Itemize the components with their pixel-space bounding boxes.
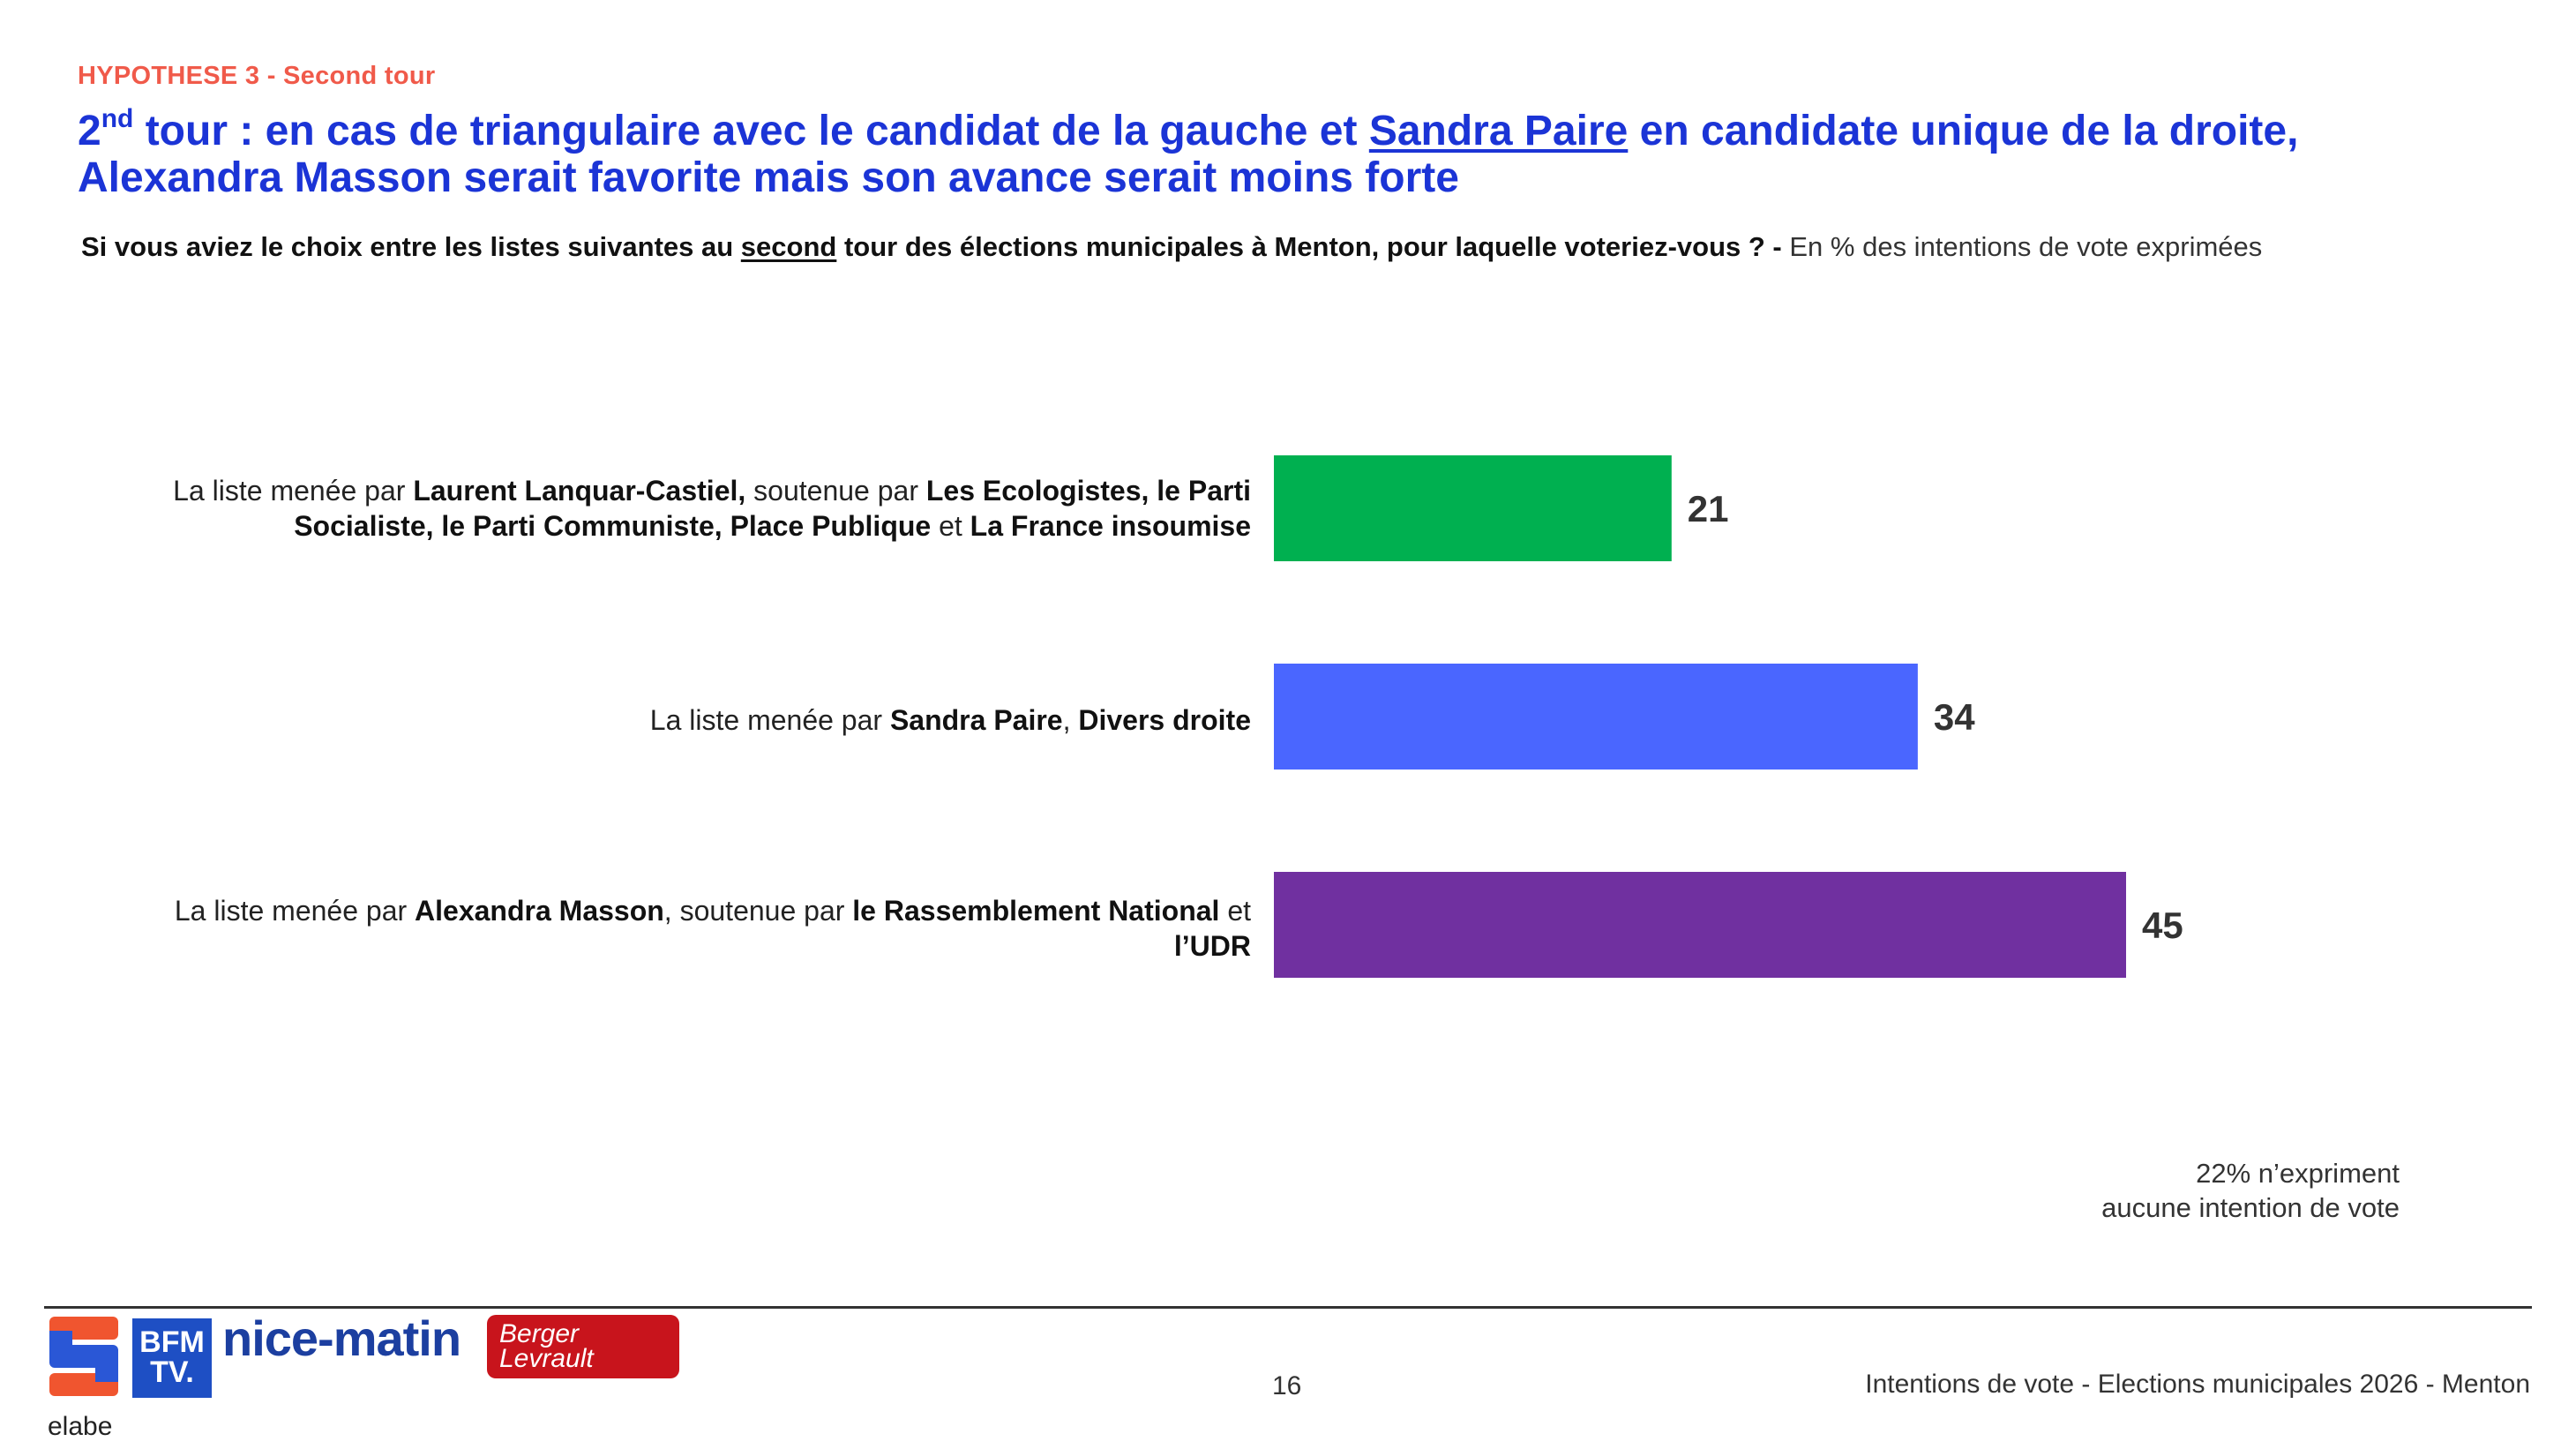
- subtitle-part2: tour des élections municipales à Menton,…: [836, 231, 1790, 262]
- bar-value-label-1: 21: [1688, 488, 1729, 529]
- cat2-b: Sandra Paire: [889, 704, 1063, 736]
- category-label-1: La liste menée par Laurent Lanquar-Casti…: [104, 473, 1251, 544]
- cat3-b: Alexandra Masson: [415, 895, 664, 927]
- berger-levrault-logo: Berger Levrault: [487, 1315, 679, 1378]
- cat1-e: et: [931, 510, 970, 542]
- footer-divider: [44, 1306, 2532, 1309]
- subtitle-underlined: second: [740, 231, 837, 262]
- abstention-note: 22% n’expriment aucune intention de vote: [2101, 1156, 2400, 1225]
- abstain-line2: aucune intention de vote: [2101, 1192, 2400, 1223]
- title-part1: 2: [78, 108, 101, 154]
- cat1-d: Les Ecologistes, le Parti Socialiste, le…: [294, 475, 1251, 542]
- question-subtitle: Si vous aviez le choix entre les listes …: [81, 231, 2262, 263]
- title-part3: en candidate unique de la droite, Alexan…: [78, 108, 2299, 201]
- berger-line2: Levrault: [499, 1344, 594, 1373]
- bar-3: [1274, 872, 2126, 978]
- bfmtv-logo: BFM TV.: [132, 1318, 212, 1398]
- footer-source: Intentions de vote - Elections municipal…: [1865, 1370, 2530, 1399]
- cat3-f: l’UDR: [1173, 930, 1251, 962]
- cat3-e: et: [1219, 895, 1251, 927]
- title-part2: tour : en cas de triangulaire avec le ca…: [133, 108, 1369, 154]
- bfm-line2: TV.: [150, 1355, 194, 1389]
- bfm-line1: BFM: [139, 1325, 205, 1359]
- cat3-d: le Rassemblement National: [852, 895, 1220, 927]
- kicker-label: HYPOTHESE 3 - Second tour: [78, 62, 436, 90]
- title-underlined: Sandra Paire: [1368, 108, 1629, 154]
- page-number: 16: [1272, 1371, 1302, 1400]
- elabe-logo-icon: [49, 1317, 118, 1396]
- cat2-c: ,: [1062, 704, 1079, 736]
- bar-value-label-3: 45: [2142, 905, 2183, 946]
- abstain-line1: 22% n’expriment: [2196, 1158, 2400, 1189]
- cat1-a: La liste menée par: [173, 475, 414, 507]
- cat2-a: La liste menée par: [649, 704, 890, 736]
- category-label-3: La liste menée par Alexandra Masson, sou…: [104, 893, 1251, 964]
- elabe-logo-text: elabe: [48, 1412, 113, 1441]
- bar-1: [1274, 455, 1672, 561]
- cat3-c: , soutenue par: [663, 895, 853, 927]
- subtitle-part1: Si vous aviez le choix entre les listes …: [81, 231, 741, 262]
- cat1-b: Laurent Lanquar-Castiel,: [413, 475, 746, 507]
- berger-line1: Berger: [499, 1319, 580, 1348]
- cat2-d: Divers droite: [1078, 704, 1251, 736]
- title-sup: nd: [101, 104, 134, 133]
- nice-matin-logo: nice-matin: [222, 1310, 461, 1366]
- subtitle-note: En % des intentions de vote exprimées: [1789, 231, 2263, 262]
- category-label-2: La liste menée par Sandra Paire, Divers …: [104, 702, 1251, 738]
- page-title: 2nd tour : en cas de triangulaire avec l…: [78, 106, 2512, 202]
- bar-2: [1274, 664, 1918, 770]
- cat1-c: soutenue par: [745, 475, 926, 507]
- cat1-f: La France insoumise: [970, 510, 1251, 542]
- cat3-a: La liste menée par: [174, 895, 416, 927]
- bar-value-label-2: 34: [1934, 696, 1975, 738]
